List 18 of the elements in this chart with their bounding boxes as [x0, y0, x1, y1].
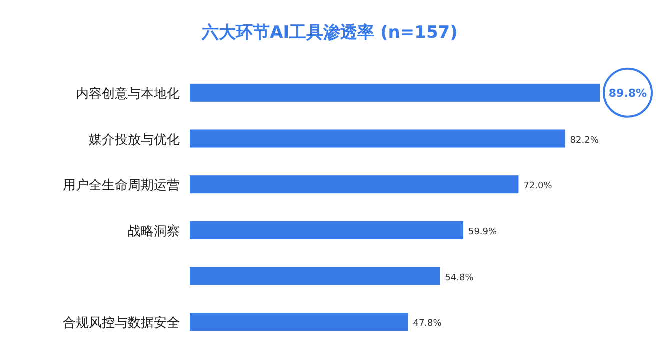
bar	[190, 313, 408, 332]
bar	[190, 130, 566, 148]
y-tick-label: 合规风控与数据安全	[63, 315, 180, 332]
y-tick-label: 媒介投放与优化	[89, 132, 180, 148]
bar	[190, 221, 464, 240]
y-tick-label: 用户全生命周期运营	[63, 178, 180, 194]
data-label: 54.8%	[445, 273, 474, 284]
data-label: 47.8%	[413, 319, 442, 330]
data-label: 59.9%	[468, 227, 498, 238]
data-label: 82.2%	[570, 136, 600, 146]
chart-title: 六大环节AI工具渗透率 (n=157)	[201, 23, 458, 43]
data-label: 89.8%	[608, 86, 648, 100]
bar	[190, 267, 440, 286]
y-tick-label: 内容创意与本地化	[76, 86, 180, 102]
bar	[190, 84, 600, 102]
y-tick-label: 战略洞察	[128, 223, 180, 240]
bar	[190, 176, 519, 194]
data-label: 72.0%	[524, 182, 553, 192]
